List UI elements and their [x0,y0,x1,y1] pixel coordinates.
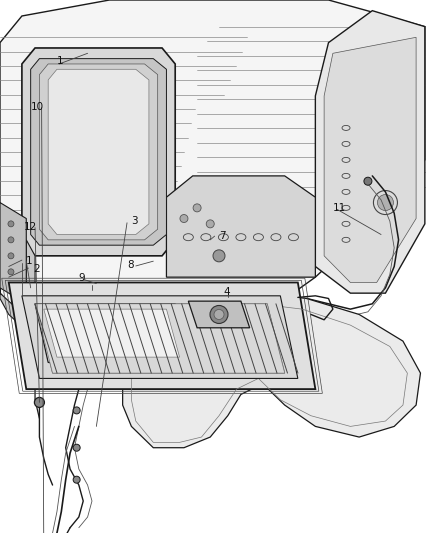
Polygon shape [48,69,149,235]
Circle shape [206,220,214,228]
Polygon shape [22,48,175,256]
Circle shape [8,221,14,227]
Circle shape [8,269,14,275]
Circle shape [378,195,393,211]
Circle shape [35,398,44,407]
Circle shape [73,476,80,483]
Circle shape [213,250,225,262]
Circle shape [73,444,80,451]
Text: 9: 9 [79,273,85,283]
Circle shape [364,177,372,185]
Text: 1: 1 [57,56,64,66]
Circle shape [210,305,228,324]
Polygon shape [188,301,250,328]
Circle shape [8,237,14,243]
Text: 1: 1 [26,256,33,266]
Text: 10: 10 [31,102,44,111]
Polygon shape [35,304,188,362]
Polygon shape [123,293,420,448]
Circle shape [73,407,80,414]
Text: 3: 3 [131,216,138,226]
Text: 4: 4 [223,287,230,297]
Text: 2: 2 [33,264,39,274]
Polygon shape [9,282,315,389]
Polygon shape [166,176,315,277]
Polygon shape [35,304,285,373]
Polygon shape [0,203,35,330]
Text: 12: 12 [24,222,37,231]
Polygon shape [22,296,298,378]
Text: 7: 7 [219,231,226,240]
Circle shape [193,204,201,212]
Polygon shape [324,37,416,282]
Polygon shape [0,203,26,304]
Polygon shape [44,309,180,357]
Polygon shape [0,0,425,330]
Polygon shape [39,64,158,240]
Circle shape [8,253,14,259]
Polygon shape [315,11,425,293]
Circle shape [180,214,188,223]
Text: 8: 8 [127,261,134,270]
Polygon shape [31,59,166,245]
Circle shape [214,310,224,319]
Text: 11: 11 [333,203,346,213]
Polygon shape [35,304,285,373]
